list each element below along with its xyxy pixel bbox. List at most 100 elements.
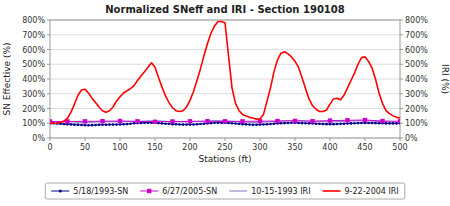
y2-tick-label: 500%	[405, 60, 428, 69]
series-marker	[80, 124, 83, 127]
series-marker	[170, 119, 174, 123]
series-marker	[339, 123, 342, 126]
legend-label: 6/27/2005-SN	[162, 187, 217, 196]
y2-tick	[400, 79, 403, 80]
series-marker	[189, 123, 192, 126]
grid-line	[50, 34, 400, 35]
y-tick	[47, 79, 50, 80]
series-marker	[135, 119, 139, 123]
series-marker	[380, 119, 384, 123]
series-marker	[293, 119, 297, 123]
legend-box	[45, 183, 405, 199]
x-tick-label: 500	[392, 143, 407, 152]
series-marker	[91, 124, 94, 127]
series-marker	[84, 124, 87, 127]
y2-tick-label: 100%	[405, 119, 428, 128]
y2-tick-label: 0%	[405, 134, 418, 143]
legend-label: 5/18/1993-SN	[73, 187, 128, 196]
legend-item: 5/18/1993-SN	[51, 187, 128, 196]
series-marker	[164, 122, 167, 125]
series-marker	[240, 119, 244, 123]
series-marker	[350, 122, 353, 125]
y-tick	[47, 138, 50, 139]
series-marker	[234, 122, 237, 125]
y2-tick-label: 400%	[405, 75, 428, 84]
axes: 0501001502002503003504004505000%100%200%…	[22, 16, 428, 152]
y-tick	[47, 34, 50, 35]
series-marker	[118, 119, 122, 123]
y2-tick-label: 300%	[405, 90, 428, 99]
series-marker	[161, 122, 164, 125]
x-tick-label: 200	[182, 143, 197, 152]
series-marker	[248, 123, 251, 126]
series-marker	[275, 119, 279, 123]
series-marker	[252, 123, 255, 126]
x-tick	[330, 138, 331, 141]
y2-tick	[400, 123, 403, 124]
series-marker	[395, 122, 398, 125]
series-marker	[388, 122, 391, 125]
series-marker	[371, 122, 374, 125]
series-marker	[315, 122, 318, 125]
y2-tick	[400, 34, 403, 35]
series-marker	[310, 119, 314, 123]
series-marker	[126, 123, 129, 126]
series-marker	[94, 124, 97, 127]
legend-item: 6/27/2005-SN	[140, 187, 217, 196]
legend-swatch	[51, 191, 69, 192]
y-tick	[47, 20, 50, 21]
y2-axis-label: IRI (%)	[440, 64, 450, 94]
y-tick-label: 0%	[32, 134, 45, 143]
series-marker	[290, 122, 293, 125]
series-marker	[87, 124, 90, 127]
series-marker	[273, 122, 276, 125]
grid-line	[50, 93, 400, 94]
series-marker	[175, 123, 178, 126]
series-marker	[360, 122, 363, 125]
legend-label: 9-22-2004 IRI	[345, 187, 399, 196]
series-line	[50, 21, 400, 123]
series-marker	[199, 123, 202, 126]
y-tick	[47, 123, 50, 124]
series-marker	[378, 122, 381, 125]
series-marker	[112, 123, 115, 126]
series-marker	[345, 118, 349, 122]
series-marker	[133, 122, 136, 125]
x-tick	[260, 138, 261, 141]
chart: 0501001502002503003504004505000%100%200%…	[0, 0, 450, 206]
legend-swatch	[323, 190, 341, 192]
series-marker	[287, 122, 290, 125]
y-tick-label: 800%	[22, 16, 45, 25]
grid-line	[50, 108, 400, 109]
series-marker	[297, 122, 300, 125]
x-tick-label: 150	[147, 143, 162, 152]
series-marker	[129, 122, 132, 125]
x-tick-label: 0	[47, 143, 52, 152]
series-marker	[213, 122, 216, 125]
series-marker	[283, 122, 286, 125]
x-tick-label: 400	[322, 143, 337, 152]
x-tick	[190, 138, 191, 141]
y-tick-label: 300%	[22, 90, 45, 99]
series-marker	[280, 122, 283, 125]
x-tick-label: 250	[217, 143, 232, 152]
y2-tick-label: 700%	[405, 31, 428, 40]
grid	[50, 20, 400, 138]
series-marker	[63, 123, 66, 126]
y2-tick	[400, 93, 403, 94]
series-marker	[308, 122, 311, 125]
series-marker	[101, 123, 104, 126]
series-marker	[336, 123, 339, 126]
series-marker	[140, 122, 143, 125]
series-marker	[227, 122, 230, 125]
y-tick-label: 400%	[22, 75, 45, 84]
x-tick	[85, 138, 86, 141]
grid-line	[50, 49, 400, 50]
legend-label: 10-15-1993 IRI	[251, 187, 310, 196]
series-marker	[262, 123, 265, 126]
plot-area	[50, 21, 400, 126]
y2-tick	[400, 138, 403, 139]
series-marker	[153, 120, 157, 124]
y2-tick	[400, 108, 403, 109]
y-tick-label: 500%	[22, 60, 45, 69]
